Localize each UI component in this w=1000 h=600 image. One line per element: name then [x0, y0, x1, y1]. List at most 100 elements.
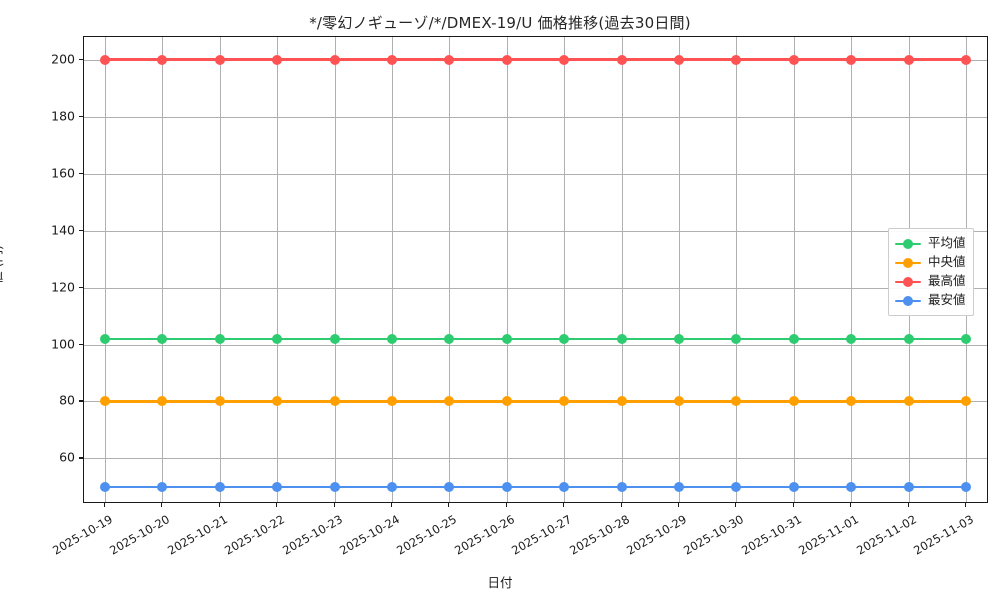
data-point-marker[interactable]	[329, 333, 340, 344]
data-point-marker[interactable]	[846, 54, 857, 65]
data-point-marker[interactable]	[961, 333, 971, 344]
data-point-marker[interactable]	[272, 54, 283, 65]
data-point-marker[interactable]	[903, 481, 914, 492]
y-axis-tick-label: 200	[51, 51, 75, 67]
series-line-segment	[334, 400, 392, 403]
data-point-marker[interactable]	[616, 333, 627, 344]
data-point-marker[interactable]	[214, 333, 225, 344]
data-point-marker[interactable]	[674, 396, 684, 407]
series-line-segment	[908, 337, 966, 341]
data-point-marker[interactable]	[272, 396, 283, 407]
legend-label: 中央値	[928, 254, 966, 270]
series-line-segment	[277, 485, 335, 489]
data-point-marker[interactable]	[157, 396, 168, 407]
data-point-marker[interactable]	[731, 396, 742, 407]
x-axis-tick-label: 2025-10-27	[509, 512, 575, 558]
data-point-marker[interactable]	[329, 396, 340, 407]
data-point-marker[interactable]	[903, 54, 914, 65]
y-axis-title: 値 (円)	[0, 245, 5, 284]
data-point-marker[interactable]	[674, 333, 684, 344]
data-point-marker[interactable]	[444, 54, 455, 65]
data-point-marker[interactable]	[157, 333, 168, 344]
data-point-marker[interactable]	[387, 396, 397, 407]
series-line-segment	[392, 485, 450, 489]
chart-legend[interactable]: 平均値 中央値最高値 最安値	[888, 228, 974, 316]
legend-item-平均値[interactable]: 平均値	[895, 234, 966, 253]
series-line-segment	[506, 337, 565, 341]
legend-swatch-icon	[895, 238, 921, 250]
data-point-marker[interactable]	[272, 333, 283, 344]
data-point-marker[interactable]	[674, 54, 684, 65]
data-point-marker[interactable]	[616, 481, 627, 492]
x-axis-tick-label: 2025-11-03	[911, 512, 976, 558]
x-axis-tick-mark	[792, 503, 794, 507]
data-point-marker[interactable]	[616, 54, 627, 65]
series-line-segment	[793, 400, 852, 403]
data-point-marker[interactable]	[501, 333, 512, 344]
data-point-marker[interactable]	[329, 54, 340, 65]
data-point-marker[interactable]	[961, 54, 971, 65]
data-point-marker[interactable]	[444, 396, 455, 407]
legend-item-中央値[interactable]: 中央値	[895, 253, 966, 272]
data-point-marker[interactable]	[387, 54, 397, 65]
data-point-marker[interactable]	[100, 396, 110, 407]
data-point-marker[interactable]	[214, 396, 225, 407]
data-point-marker[interactable]	[788, 481, 799, 492]
data-point-marker[interactable]	[961, 481, 971, 492]
x-axis-tick-label: 2025-10-22	[222, 512, 288, 558]
data-point-marker[interactable]	[961, 396, 971, 407]
data-point-marker[interactable]	[501, 54, 512, 65]
data-point-marker[interactable]	[157, 54, 168, 65]
data-point-marker[interactable]	[731, 54, 742, 65]
x-axis-tick-label: 2025-10-19	[50, 512, 115, 558]
data-point-marker[interactable]	[788, 54, 799, 65]
legend-item-最高値[interactable]: 最高値	[895, 272, 966, 291]
data-point-marker[interactable]	[903, 396, 914, 407]
series-line-segment	[564, 58, 622, 62]
x-axis-tick-mark	[218, 503, 220, 507]
data-point-marker[interactable]	[214, 481, 225, 492]
data-point-marker[interactable]	[387, 481, 397, 492]
data-point-marker[interactable]	[731, 333, 742, 344]
data-point-marker[interactable]	[559, 396, 570, 407]
x-axis-tick-mark	[965, 503, 967, 507]
data-point-marker[interactable]	[788, 333, 799, 344]
data-point-marker[interactable]	[214, 54, 225, 65]
data-point-marker[interactable]	[100, 54, 110, 65]
series-平均値	[84, 37, 987, 502]
data-point-marker[interactable]	[329, 481, 340, 492]
data-point-marker[interactable]	[100, 333, 110, 344]
data-point-marker[interactable]	[846, 396, 857, 407]
data-point-marker[interactable]	[501, 481, 512, 492]
data-point-marker[interactable]	[100, 481, 110, 492]
legend-item-最安値[interactable]: 最安値	[895, 291, 966, 310]
gridline-vertical	[621, 37, 623, 502]
data-point-marker[interactable]	[559, 333, 570, 344]
data-point-marker[interactable]	[272, 481, 283, 492]
data-point-marker[interactable]	[444, 481, 455, 492]
x-axis-tick-label: 2025-10-25	[394, 512, 460, 558]
series-line-segment	[162, 485, 220, 489]
series-line-segment	[392, 400, 450, 403]
x-axis-tick-label: 2025-10-30	[681, 512, 747, 558]
data-point-marker[interactable]	[559, 481, 570, 492]
data-point-marker[interactable]	[559, 54, 570, 65]
data-point-marker[interactable]	[903, 333, 914, 344]
data-point-marker[interactable]	[846, 333, 857, 344]
data-point-marker[interactable]	[616, 396, 627, 407]
legend-swatch-icon	[895, 276, 921, 288]
data-point-marker[interactable]	[387, 333, 397, 344]
data-point-marker[interactable]	[731, 481, 742, 492]
gridline-vertical	[392, 37, 393, 502]
series-line-segment	[219, 400, 278, 403]
data-point-marker[interactable]	[157, 481, 168, 492]
x-axis-tick-label: 2025-10-29	[624, 512, 689, 558]
gridline-vertical	[506, 37, 508, 502]
series-line-segment	[162, 400, 220, 403]
data-point-marker[interactable]	[788, 396, 799, 407]
data-point-marker[interactable]	[674, 481, 684, 492]
data-point-marker[interactable]	[444, 333, 455, 344]
data-point-marker[interactable]	[501, 396, 512, 407]
data-point-marker[interactable]	[846, 481, 857, 492]
